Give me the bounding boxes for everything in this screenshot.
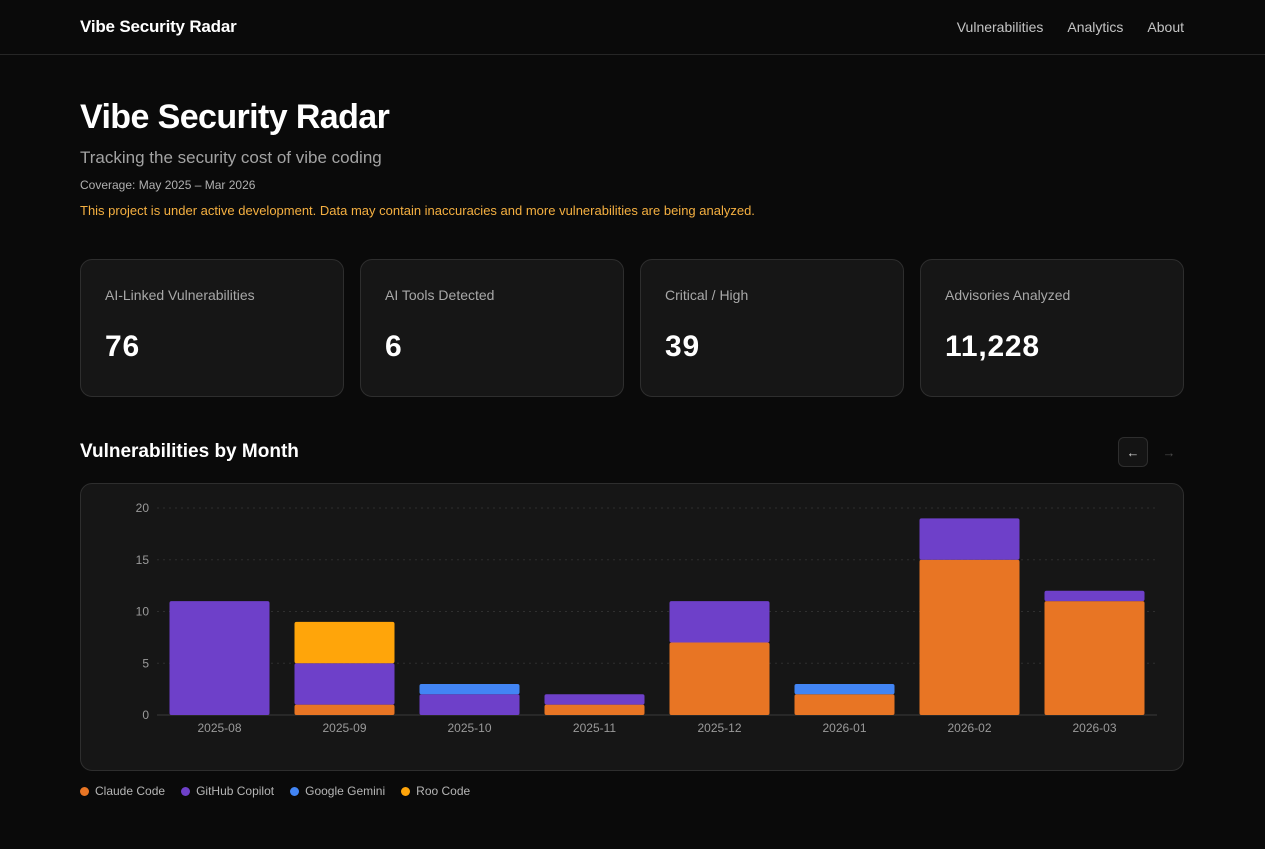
x-tick-label: 2025-12 — [697, 721, 741, 735]
page-title: Vibe Security Radar — [80, 98, 390, 136]
stat-value: 11,228 — [945, 330, 1040, 363]
bar-segment[interactable] — [669, 642, 770, 715]
bar-segment[interactable] — [669, 601, 770, 643]
stats-row: AI-Linked Vulnerabilities 76 AI Tools De… — [80, 259, 1184, 397]
y-tick-label: 15 — [136, 553, 150, 567]
bar-segment[interactable] — [919, 559, 1020, 715]
chart-pager: ← → — [1118, 437, 1184, 467]
bar-segment[interactable] — [794, 683, 895, 695]
bar-segment[interactable] — [169, 601, 270, 715]
y-tick-label: 20 — [136, 501, 150, 515]
legend-item[interactable]: Claude Code — [80, 784, 165, 798]
x-tick-label: 2025-09 — [322, 721, 366, 735]
top-nav-bar: Vibe Security Radar Vulnerabilities Anal… — [0, 0, 1265, 55]
chart-header: Vulnerabilities by Month ← → — [80, 437, 1184, 467]
stat-label: AI Tools Detected — [385, 287, 495, 303]
bar-segment[interactable] — [794, 694, 895, 715]
legend-dot-icon — [401, 786, 411, 796]
legend-label: Google Gemini — [305, 784, 386, 798]
stat-label: Critical / High — [665, 287, 749, 303]
legend-item[interactable]: GitHub Copilot — [181, 784, 274, 798]
bar-segment[interactable] — [419, 683, 520, 695]
bar-segment[interactable] — [1044, 601, 1145, 715]
nav-link-vulnerabilities[interactable]: Vulnerabilities — [956, 19, 1044, 35]
stat-card-advisories-analyzed: Advisories Analyzed 11,228 — [920, 259, 1184, 397]
page-subtitle: Tracking the security cost of vibe codin… — [80, 148, 382, 167]
stat-card-critical-high: Critical / High 39 — [640, 259, 904, 397]
main-content: Vibe Security Radar Tracking the securit… — [0, 99, 1265, 798]
x-tick-label: 2025-08 — [197, 721, 241, 735]
stat-card-ai-linked-vulnerabilities: AI-Linked Vulnerabilities 76 — [80, 259, 344, 397]
chart-title: Vulnerabilities by Month — [80, 441, 299, 462]
bar-segment[interactable] — [1044, 590, 1145, 602]
legend-item[interactable]: Google Gemini — [290, 784, 385, 798]
y-tick-label: 10 — [136, 605, 150, 619]
legend-dot-icon — [80, 786, 89, 796]
x-tick-label: 2026-02 — [947, 721, 991, 735]
nav-link-about[interactable]: About — [1147, 19, 1184, 35]
next-page-button[interactable]: → — [1154, 437, 1184, 467]
chart-card: 0 5 10 15 20 2025-08 2025-09 2025-10 2025-11 2025… — [80, 483, 1184, 771]
y-tick-label: 0 — [142, 708, 149, 722]
arrow-right-icon: → — [1162, 444, 1176, 460]
stat-value: 6 — [385, 330, 403, 363]
nav-link-analytics[interactable]: Analytics — [1067, 19, 1124, 35]
x-tick-label: 2025-10 — [447, 721, 491, 735]
bar-segment[interactable] — [544, 704, 645, 715]
legend-label: Roo Code — [416, 784, 471, 798]
bar-segment[interactable] — [294, 704, 395, 715]
legend-label: Claude Code — [95, 784, 166, 798]
stat-card-ai-tools-detected: AI Tools Detected 6 — [360, 259, 624, 397]
bar-segment[interactable] — [544, 694, 645, 705]
stat-label: AI-Linked Vulnerabilities — [105, 287, 255, 303]
x-tick-label: 2026-03 — [1072, 721, 1116, 735]
legend-label: GitHub Copilot — [196, 784, 275, 798]
stacked-bar-chart: 0 5 10 15 20 2025-08 2025-09 2025-10 2025-11 2025… — [136, 501, 1157, 735]
y-tick-label: 5 — [142, 656, 149, 670]
legend-dot-icon — [181, 786, 191, 796]
bar-segment[interactable] — [919, 518, 1020, 560]
stat-value: 76 — [105, 330, 140, 363]
bar-segment[interactable] — [294, 663, 395, 705]
arrow-left-icon: ← — [1126, 444, 1140, 460]
brand-logo-text[interactable]: Vibe Security Radar — [80, 17, 237, 36]
x-tick-label: 2025-11 — [573, 721, 616, 735]
x-tick-label: 2026-01 — [822, 721, 866, 735]
bar-segment[interactable] — [294, 621, 395, 664]
prev-page-button[interactable]: ← — [1118, 437, 1148, 467]
stat-value: 39 — [665, 330, 700, 363]
coverage-range: Coverage: May 2025 – Mar 2026 — [80, 178, 256, 192]
legend-item[interactable]: Roo Code — [401, 784, 470, 798]
legend-dot-icon — [290, 786, 300, 796]
main-nav: Vulnerabilities Analytics About — [957, 19, 1184, 35]
development-notice: This project is under active development… — [80, 203, 755, 218]
chart-legend: Claude Code GitHub Copilot Google Gemini Ro… — [80, 784, 1184, 798]
stat-label: Advisories Analyzed — [945, 287, 1071, 303]
bar-segment[interactable] — [419, 694, 520, 715]
